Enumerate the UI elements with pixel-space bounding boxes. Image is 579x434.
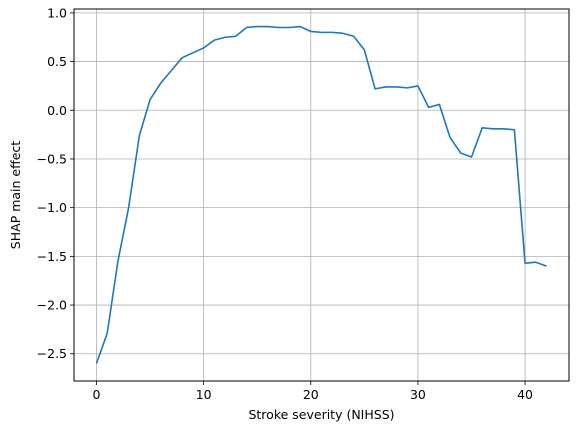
grid [74,9,569,381]
y-tick-label: −2.5 [37,346,67,361]
y-tick-label: −0.5 [37,151,67,166]
series-line [97,27,547,364]
y-tick-label: 0.5 [47,54,67,69]
x-tick-label: 0 [93,387,101,402]
x-axis-label: Stroke severity (NIHSS) [248,407,394,422]
y-tick-label: 0.0 [47,103,67,118]
y-axis-label: SHAP main effect [8,141,23,249]
y-tick-label: −2.0 [37,298,67,313]
y-tick-label: −1.0 [37,200,67,215]
plot-frame [74,9,569,381]
x-tick-label: 20 [303,387,319,402]
x-tick-label: 30 [410,387,426,402]
x-tick-label: 40 [517,387,533,402]
x-tick-label: 10 [196,387,212,402]
y-tick-label: −1.5 [37,249,67,264]
ticks: 0 10 20 30 40 −2.5 −2.0 −1.5 −1.0 −0.5 0.0 0.5 1.0 [37,5,533,402]
y-tick-label: 1.0 [47,5,67,20]
series-layer [96,27,546,364]
